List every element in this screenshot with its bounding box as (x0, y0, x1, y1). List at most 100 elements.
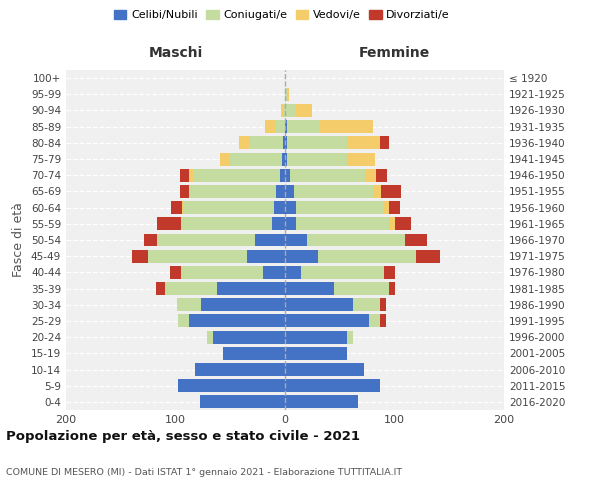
Bar (370, 314, 380, 328)
Bar (285, 88, 287, 101)
Bar (180, 185, 188, 198)
Bar (301, 266, 383, 279)
Bar (256, 234, 285, 246)
Bar (200, 396, 285, 408)
Bar (290, 169, 365, 181)
Bar (285, 363, 364, 376)
Bar (283, 104, 285, 117)
Bar (181, 218, 272, 230)
Bar (285, 298, 353, 311)
Bar (285, 201, 296, 214)
Bar (383, 266, 395, 279)
Bar (318, 250, 416, 262)
Bar (285, 250, 318, 262)
Bar (285, 218, 296, 230)
Bar (220, 152, 229, 166)
Bar (285, 104, 296, 117)
Text: COMUNE DI MESERO (MI) - Dati ISTAT 1° gennaio 2021 - Elaborazione TUTTITALIA.IT: COMUNE DI MESERO (MI) - Dati ISTAT 1° ge… (6, 468, 402, 477)
Bar (265, 120, 276, 133)
Bar (373, 185, 382, 198)
Bar (281, 104, 283, 117)
Bar (285, 136, 287, 149)
Bar (213, 330, 285, 344)
Bar (239, 136, 250, 149)
Bar (416, 250, 440, 262)
Bar (156, 282, 164, 295)
Bar (285, 234, 307, 246)
Bar (285, 314, 370, 328)
Bar (285, 282, 334, 295)
Y-axis label: Fasce di età: Fasce di età (13, 202, 25, 278)
Bar (287, 120, 320, 133)
Bar (380, 136, 389, 149)
Bar (287, 136, 347, 149)
Bar (307, 234, 406, 246)
Bar (178, 379, 285, 392)
Bar (188, 169, 194, 181)
Bar (285, 347, 347, 360)
Bar (200, 298, 285, 311)
Bar (181, 266, 263, 279)
Bar (365, 169, 376, 181)
Bar (389, 201, 400, 214)
Bar (247, 250, 285, 262)
Text: Popolazione per età, sesso e stato civile - 2021: Popolazione per età, sesso e stato civil… (6, 430, 360, 443)
Bar (229, 152, 282, 166)
Bar (285, 169, 290, 181)
Bar (320, 120, 373, 133)
Bar (285, 379, 380, 392)
Bar (180, 169, 188, 181)
Bar (282, 152, 285, 166)
Bar (296, 201, 383, 214)
Bar (334, 282, 389, 295)
Bar (285, 396, 358, 408)
Bar (184, 201, 274, 214)
Bar (188, 314, 285, 328)
Bar (380, 298, 386, 311)
Bar (178, 314, 188, 328)
Text: Femmine: Femmine (359, 46, 430, 60)
Bar (376, 169, 387, 181)
Bar (276, 185, 285, 198)
Bar (263, 266, 285, 279)
Bar (188, 185, 276, 198)
Bar (406, 234, 427, 246)
Bar (195, 363, 285, 376)
Bar (285, 266, 301, 279)
Bar (285, 120, 287, 133)
Bar (382, 185, 401, 198)
Bar (148, 250, 247, 262)
Bar (164, 282, 217, 295)
Bar (207, 330, 213, 344)
Bar (347, 136, 380, 149)
Bar (287, 88, 289, 101)
Bar (157, 234, 256, 246)
Bar (383, 201, 389, 214)
Bar (380, 314, 386, 328)
Bar (170, 266, 181, 279)
Text: Maschi: Maschi (148, 46, 203, 60)
Bar (353, 298, 380, 311)
Bar (285, 152, 287, 166)
Bar (347, 330, 353, 344)
Bar (194, 169, 280, 181)
Bar (283, 136, 285, 149)
Bar (182, 201, 184, 214)
Bar (296, 218, 389, 230)
Bar (287, 152, 347, 166)
Bar (157, 218, 181, 230)
Bar (144, 234, 157, 246)
Bar (272, 218, 285, 230)
Bar (395, 218, 411, 230)
Bar (280, 169, 285, 181)
Bar (285, 330, 347, 344)
Bar (171, 201, 182, 214)
Bar (217, 282, 285, 295)
Bar (176, 298, 200, 311)
Bar (347, 152, 375, 166)
Legend: Celibi/Nubili, Coniugati/e, Vedovi/e, Divorziati/e: Celibi/Nubili, Coniugati/e, Vedovi/e, Di… (110, 6, 454, 25)
Bar (389, 282, 395, 295)
Bar (223, 347, 285, 360)
Bar (294, 185, 373, 198)
Bar (274, 201, 285, 214)
